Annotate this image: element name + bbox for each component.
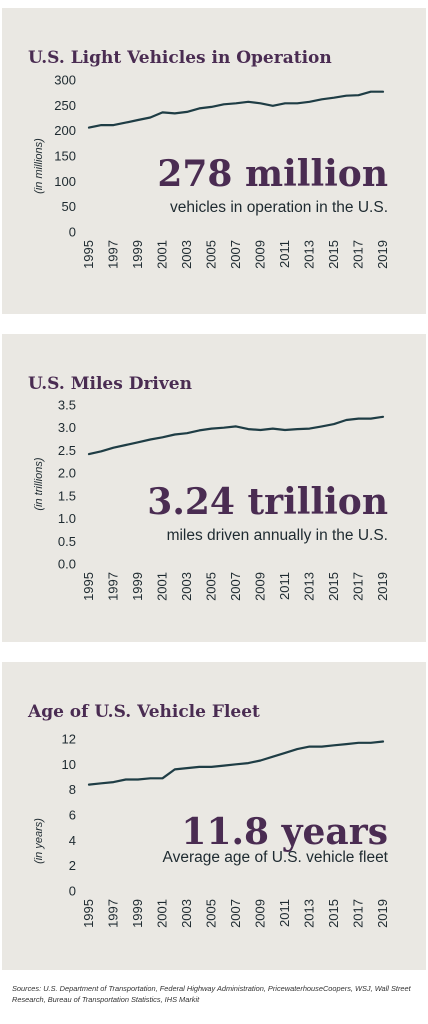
y-tick-label: 2.0 [58,466,76,481]
x-tick-label: 2007 [228,572,243,601]
x-tick-label: 1995 [81,240,96,269]
y-tick-label: 250 [54,98,76,113]
y-tick-label: 0 [69,225,76,240]
y-tick-label: 100 [54,174,76,189]
x-tick-label: 2017 [351,240,366,269]
y-tick-label: 1.0 [58,511,76,526]
stat-caption: Average age of U.S. vehicle fleet [162,849,388,866]
y-tick-label: 3.5 [58,398,76,413]
y-axis-label: (in years) [33,818,45,864]
chart-panel-fleet-age: Age of U.S. Vehicle Fleet 0 2 4 6 8 10 12 (in y… [2,662,426,970]
y-tick-label: 0 [69,884,76,899]
panel-title: Age of U.S. Vehicle Fleet [28,702,260,722]
stat-caption: miles driven annually in the U.S. [166,527,388,544]
y-tick-label: 300 [54,73,76,88]
y-tick-label: 12 [62,732,76,747]
x-tick-label: 2007 [228,240,243,269]
stat-value: 3.24 trillion [147,481,388,523]
x-tick-label: 2003 [179,899,194,928]
x-tick-label: 1995 [81,899,96,928]
y-tick-label: 1.5 [58,488,76,503]
series-line [87,740,385,786]
x-tick-label: 1999 [130,899,145,928]
x-tick-label: 2017 [351,572,366,601]
x-tick-label: 2019 [375,240,390,269]
x-tick-label: 2019 [375,899,390,928]
chart-panel-miles: U.S. Miles Driven 0.0 0.5 1.0 1.5 2.0 2.5 3.0 3… [2,334,426,642]
x-tick-label: 2005 [204,240,219,269]
stat-value: 278 million [157,153,388,195]
y-tick-label: 3.0 [58,420,76,435]
stat-caption: vehicles in operation in the U.S. [170,199,388,216]
x-tick-label: 2011 [277,899,292,927]
x-tick-label: 2015 [326,240,341,269]
x-tick-label: 2013 [302,240,317,269]
chart-svg: 0 2 4 6 8 10 12 (in years) 1995 1997 1999 2001 2003 2… [33,732,390,928]
x-tick-label: 2017 [351,899,366,928]
x-tick-label: 2015 [326,899,341,928]
y-tick-label: 50 [62,199,76,214]
y-tick-label: 0.5 [58,534,76,549]
x-tick-label: 2005 [204,572,219,601]
y-tick-label: 200 [54,123,76,138]
x-tick-label: 2001 [155,899,170,928]
x-tick-label: 2011 [277,572,292,600]
x-tick-label: 2007 [228,899,243,928]
series-line [87,90,385,129]
x-tick-label: 2019 [375,572,390,601]
chart-svg: 0 50 100 150 200 250 300 (in millions) 1995 1997 1… [33,73,390,269]
x-tick-label: 1997 [106,572,121,601]
x-tick-label: 2003 [179,572,194,601]
y-tick-label: 150 [54,149,76,164]
x-tick-label: 2003 [179,240,194,269]
y-tick-label: 6 [69,808,76,823]
chart-svg: 0.0 0.5 1.0 1.5 2.0 2.5 3.0 3.5 (in trillions) 19… [33,398,390,601]
y-tick-label: 0.0 [58,557,76,572]
x-tick-label: 1997 [106,240,121,269]
x-tick-label: 1997 [106,899,121,928]
y-tick-label: 8 [69,782,76,797]
x-tick-label: 2015 [326,572,341,601]
panel-title: U.S. Miles Driven [28,374,192,394]
sources-note: Sources: U.S. Department of Transportati… [12,984,411,1004]
x-tick-label: 2001 [155,572,170,601]
x-tick-label: 1995 [81,572,96,601]
y-tick-label: 2.5 [58,443,76,458]
x-tick-label: 1999 [130,240,145,269]
x-tick-label: 2009 [253,899,268,928]
chart-panel-vehicles: U.S. Light Vehicles in Operation 0 50 100 1… [2,8,426,314]
x-tick-label: 2011 [277,240,292,268]
panel-title: U.S. Light Vehicles in Operation [28,48,332,68]
y-tick-label: 2 [69,858,76,873]
x-tick-label: 2005 [204,899,219,928]
y-tick-label: 10 [62,757,76,772]
series-line [87,415,385,456]
x-tick-label: 2013 [302,899,317,928]
x-tick-label: 2009 [253,240,268,269]
x-tick-label: 2013 [302,572,317,601]
x-tick-label: 1999 [130,572,145,601]
y-tick-label: 4 [69,833,76,848]
x-tick-label: 2001 [155,240,170,269]
x-tick-label: 2009 [253,572,268,601]
stat-value: 11.8 years [181,811,388,853]
y-axis-label: (in trillions) [33,457,45,511]
y-axis-label: (in millions) [33,138,45,194]
